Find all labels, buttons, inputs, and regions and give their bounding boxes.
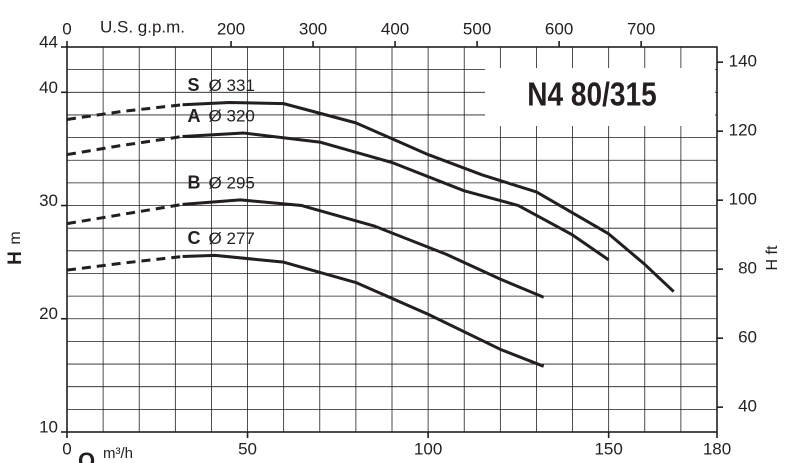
x-tick-label: 100	[414, 439, 442, 458]
curve-diameter: Ø 331	[209, 76, 255, 95]
x-tick-label: 0	[62, 439, 71, 458]
curve	[182, 131, 610, 262]
y2-axis-label: H ft	[764, 245, 781, 270]
chart-title: N4 80/315	[527, 77, 656, 114]
curve	[66, 202, 183, 226]
x2-tick-label: 200	[217, 19, 245, 38]
curve-name: S	[188, 75, 200, 95]
x2-axis-label: U.S. g.p.m.	[100, 17, 185, 36]
x2-tick-label: 500	[463, 19, 491, 38]
y2-tick-label: 140	[729, 52, 757, 71]
y-tick-label: 40	[39, 78, 58, 97]
x-tick-label: 150	[594, 439, 622, 458]
x-tick-label: 50	[238, 439, 257, 458]
x2-tick-label: 300	[299, 19, 327, 38]
curve	[182, 198, 545, 299]
curve-diameter: Ø 320	[209, 107, 255, 126]
y-tick-label: 20	[39, 304, 58, 323]
y2-tick-label: 120	[729, 121, 757, 140]
y2-tick-label: 80	[738, 259, 757, 278]
y-tick-label: 30	[39, 191, 58, 210]
y2-tick-label: 60	[738, 328, 757, 347]
plot-frame	[66, 46, 718, 433]
y-axis-label: H	[5, 251, 26, 265]
curve-name: C	[188, 228, 201, 248]
curve-name: A	[188, 106, 201, 126]
curve-diameter: Ø 295	[209, 173, 255, 192]
y-tick-label: 44	[39, 32, 58, 51]
curve	[182, 253, 545, 368]
x2-tick-label: 0	[62, 19, 71, 38]
x2-tick-label: 400	[381, 19, 409, 38]
curve	[66, 254, 183, 272]
y2-tick-label: 100	[729, 190, 757, 209]
x-tick-label: 180	[703, 439, 731, 458]
x2-tick-label: 700	[627, 19, 655, 38]
y2-tick-label: 40	[738, 397, 757, 416]
curve-diameter: Ø 277	[209, 229, 255, 248]
y-tick-label: 10	[39, 417, 58, 436]
x-axis-unit: m³/h	[103, 445, 133, 462]
grid	[67, 47, 717, 432]
curve	[182, 100, 675, 293]
x-axis-label: Q	[78, 448, 95, 463]
y-axis-unit: m	[7, 231, 24, 244]
curve	[66, 103, 183, 121]
curve	[66, 134, 183, 157]
title-box	[485, 68, 715, 126]
curve-name: B	[188, 173, 201, 193]
x2-tick-label: 600	[545, 19, 573, 38]
